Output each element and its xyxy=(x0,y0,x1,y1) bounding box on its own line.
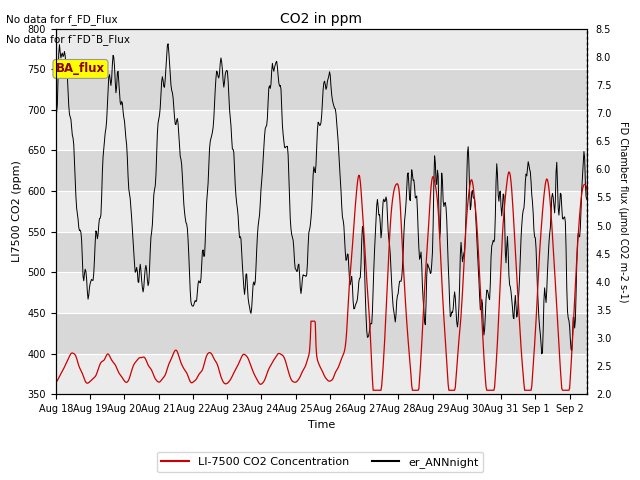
Bar xyxy=(56,191,587,232)
Text: No data for f_FD_Flux: No data for f_FD_Flux xyxy=(6,14,118,25)
Bar xyxy=(56,150,587,191)
Legend: LI-7500 CO2 Concentration, er_ANNnight: LI-7500 CO2 Concentration, er_ANNnight xyxy=(157,452,483,472)
Bar xyxy=(56,273,587,313)
Y-axis label: LI7500 CO2 (ppm): LI7500 CO2 (ppm) xyxy=(12,160,22,263)
Bar xyxy=(56,69,587,110)
Title: CO2 in ppm: CO2 in ppm xyxy=(280,12,362,26)
Bar xyxy=(56,232,587,273)
Bar xyxy=(56,354,587,395)
X-axis label: Time: Time xyxy=(308,420,335,430)
Bar xyxy=(56,28,587,69)
Text: BA_flux: BA_flux xyxy=(56,62,105,75)
Y-axis label: FD Chamber flux (μmol CO2 m-2 s-1): FD Chamber flux (μmol CO2 m-2 s-1) xyxy=(618,120,628,302)
Bar xyxy=(56,110,587,150)
Text: No data for f¯FD¯B_Flux: No data for f¯FD¯B_Flux xyxy=(6,34,131,45)
Bar xyxy=(56,313,587,354)
